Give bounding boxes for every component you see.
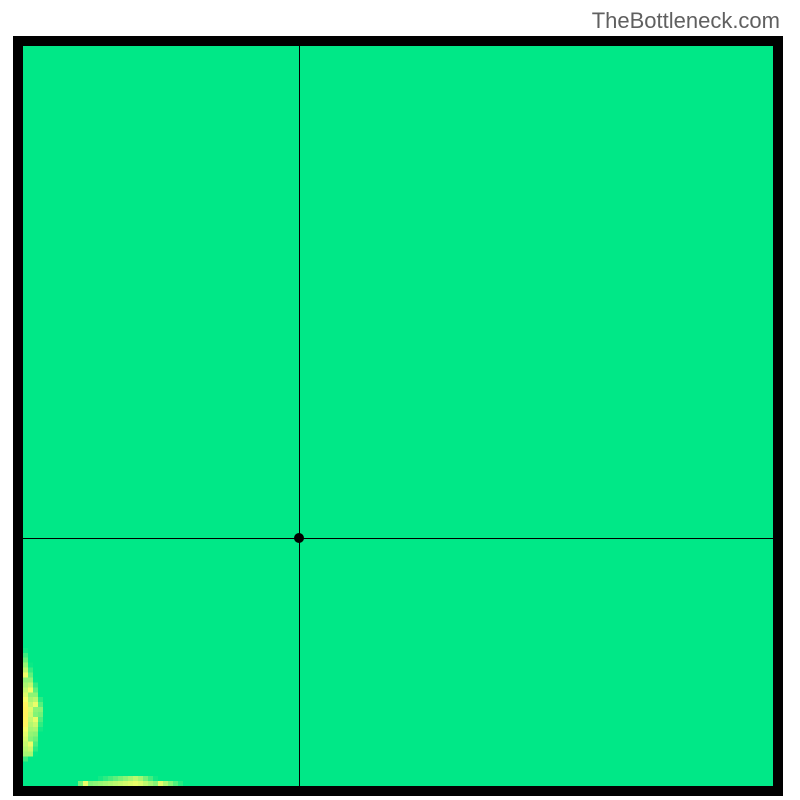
plot-area [13, 36, 783, 796]
crosshair-horizontal [13, 538, 783, 539]
bottleneck-heatmap [23, 46, 773, 786]
attribution-text: TheBottleneck.com [592, 8, 780, 34]
chart-container: TheBottleneck.com [0, 0, 800, 800]
crosshair-vertical [299, 36, 300, 796]
selection-marker [294, 533, 304, 543]
